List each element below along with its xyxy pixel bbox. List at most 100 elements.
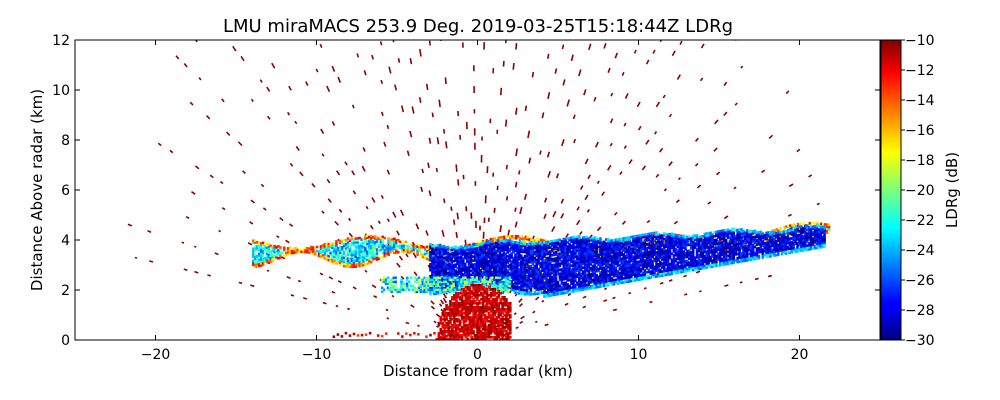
echo-cell [570, 280, 573, 284]
echo-cell [585, 249, 589, 253]
echo-cell [475, 269, 479, 272]
echo-cell [323, 250, 327, 254]
echo-cell [364, 259, 367, 262]
echo-cell [436, 268, 440, 271]
echo-cell [333, 241, 336, 244]
echo-cell [395, 241, 398, 244]
echo-cell [645, 258, 649, 262]
echo-cell [286, 247, 290, 250]
echo-cell [606, 239, 610, 243]
echo-cell [481, 241, 484, 244]
echo-cell [531, 246, 535, 250]
echo-cell [715, 260, 718, 264]
echo-cell [434, 290, 438, 293]
echo-cell [608, 273, 612, 277]
noise-speckle [183, 62, 188, 68]
noise-speckle [386, 317, 390, 320]
echo-cell [545, 262, 548, 266]
noise-speckle [379, 41, 383, 46]
echo-cell [335, 258, 338, 261]
noise-speckle [443, 198, 446, 204]
noise-speckle [636, 101, 641, 108]
echo-cell [680, 264, 683, 268]
echo-cell [589, 252, 593, 256]
echo-cell [552, 281, 556, 285]
echo-cell [522, 237, 526, 241]
echo-cell [701, 244, 705, 248]
echo-cell [469, 245, 473, 249]
echo-cell [477, 277, 481, 280]
echo-cell [438, 249, 442, 253]
echo-cell [548, 292, 552, 295]
echo-cell [583, 270, 587, 273]
noise-speckle [238, 281, 243, 285]
echo-cell [585, 235, 589, 239]
echo-cell [491, 246, 494, 250]
echo-cell [368, 249, 371, 253]
echo-cell [379, 242, 383, 246]
echo-cell [606, 241, 610, 245]
echo-cell [360, 264, 363, 267]
echo-cell [657, 248, 660, 252]
echo-cell [606, 237, 610, 241]
echo-cell [525, 248, 529, 252]
echo-cell [427, 248, 431, 252]
echo-cell [400, 244, 404, 248]
echo-cell [645, 246, 649, 250]
echo-cell [597, 248, 601, 252]
echo-cell [471, 245, 475, 248]
echo-cell [608, 239, 612, 243]
echo-cell [518, 242, 521, 245]
echo-cell [450, 262, 453, 266]
echo-cell [529, 280, 533, 284]
echo-cell [725, 248, 728, 252]
echo-cell [651, 235, 654, 239]
echo-cell [614, 266, 618, 270]
echo-cell [635, 250, 639, 254]
echo-cell [475, 261, 479, 264]
echo-cell [752, 241, 756, 245]
echo-cell [547, 280, 550, 284]
echo-cell [452, 251, 455, 255]
echo-cell [516, 287, 519, 291]
echo-cell [344, 242, 348, 246]
echo-cell [504, 238, 508, 242]
echo-cell [624, 240, 627, 244]
echo-cell [812, 222, 815, 225]
echo-cell [593, 268, 596, 271]
echo-cell [585, 273, 589, 277]
echo-cell [624, 268, 627, 272]
echo-cell [368, 245, 371, 249]
echo-cell [707, 255, 710, 259]
echo-cell [456, 254, 459, 258]
echo-cell [677, 234, 680, 237]
echo-cell [344, 262, 348, 266]
echo-cell [614, 246, 618, 250]
echo-cell [649, 252, 652, 255]
echo-cell [556, 242, 560, 246]
echo-cell [503, 235, 506, 239]
echo-cell [547, 290, 550, 294]
echo-cell [554, 251, 558, 254]
echo-cell [691, 248, 695, 252]
echo-cell [360, 248, 363, 251]
echo-cell [465, 252, 469, 255]
echo-cell [371, 250, 375, 253]
noise-speckle [675, 199, 680, 204]
echo-cell [626, 242, 629, 246]
echo-cell [460, 255, 463, 259]
echo-cell [591, 286, 595, 290]
echo-cell [825, 227, 829, 230]
echo-cell [371, 242, 375, 245]
echo-cell [605, 248, 608, 251]
echo-cell [564, 243, 567, 247]
echo-cell [465, 254, 469, 257]
echo-cell [632, 259, 635, 262]
echo-cell [597, 277, 600, 281]
noise-speckle [169, 149, 174, 154]
echo-cell [317, 250, 321, 254]
echo-cell [639, 244, 643, 247]
echo-cell [554, 287, 558, 290]
echo-cell [572, 278, 575, 281]
echo-cell [545, 240, 548, 244]
